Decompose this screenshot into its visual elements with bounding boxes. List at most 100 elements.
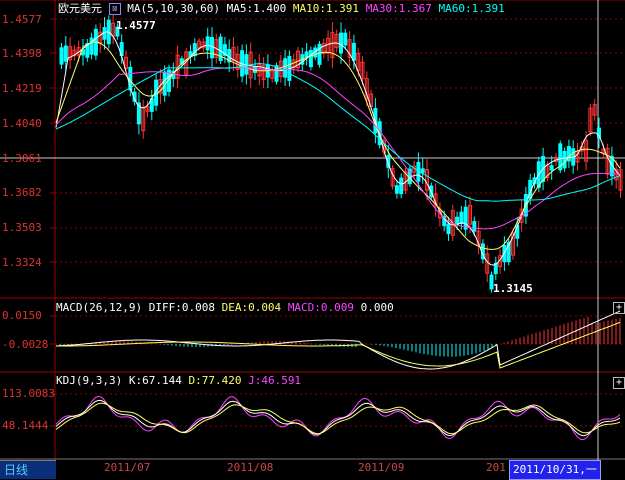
candle-body-62 <box>326 37 331 54</box>
candle-body-123 <box>588 107 593 133</box>
indicator-toggle-icon[interactable]: ⊠ <box>108 3 121 15</box>
kdj-params: KDJ(9,3,3) <box>56 374 123 387</box>
candle-body-34 <box>205 36 210 51</box>
date-label-aug: 2011/08 <box>227 461 274 474</box>
candle-body-78 <box>394 185 399 194</box>
candle-body-52 <box>283 58 288 78</box>
candle-body-36 <box>214 39 219 59</box>
candle-body-68 <box>351 42 356 61</box>
price-label-6: 1.3503 <box>2 221 42 234</box>
ma10-line <box>55 41 621 250</box>
candle-body-117 <box>562 150 567 169</box>
candle-body-57 <box>304 51 309 58</box>
macd-diff-line <box>55 310 621 370</box>
kdj-legend: KDJ(9,3,3) K:67.144 D:77.420 J:46.591 <box>56 375 301 387</box>
candle-body-71 <box>364 78 369 100</box>
price-label-5: 1.3682 <box>2 186 42 199</box>
candle-body-92 <box>455 216 460 225</box>
macd-dea-line <box>56 321 621 369</box>
kdj-d-line <box>55 402 621 435</box>
ma60-line <box>55 63 621 202</box>
candle-body-58 <box>308 49 313 68</box>
date-label-sep: 2011/09 <box>358 461 405 474</box>
candle-body-51 <box>278 60 283 77</box>
candle-body-125 <box>597 127 601 139</box>
ma30-value: MA30:1.367 <box>365 2 432 15</box>
candle-body-84 <box>420 168 425 174</box>
candle-body-118 <box>566 146 571 162</box>
ma10-value: MA10:1.391 <box>292 2 360 15</box>
candle-body-90 <box>446 223 451 235</box>
candle-body-114 <box>549 165 554 171</box>
price-label-7: 1.3324 <box>2 256 42 269</box>
ma60-value: MA60:1.391 <box>438 2 505 15</box>
macd-value: MACD:0.009 <box>287 301 355 314</box>
candle-body-85 <box>425 169 429 191</box>
price-label-4: 1.3861 <box>2 152 42 165</box>
kdj-j: J:46.591 <box>248 374 302 387</box>
price-label-2: 1.4219 <box>2 82 42 95</box>
candle-body-55 <box>296 50 300 69</box>
candle-body-104 <box>506 241 511 263</box>
candle-body-76 <box>386 155 391 168</box>
macd-extra: 0.000 <box>360 301 394 314</box>
macd-dea: DEA:0.004 <box>221 301 282 314</box>
macd-expand-icon[interactable]: + <box>613 302 625 314</box>
candle-body-40 <box>231 46 236 62</box>
candle-body-110 <box>532 177 537 185</box>
candle-body-2 <box>68 46 73 61</box>
candle-body-70 <box>360 61 365 80</box>
candle-body-105 <box>511 232 515 256</box>
cursor-date-readout: 2011/10/31,一 <box>509 460 601 480</box>
candle-body-116 <box>558 143 563 171</box>
candle-body-129 <box>614 168 619 181</box>
candle-body-33 <box>201 41 206 49</box>
candle-body-122 <box>584 139 589 162</box>
candle-body-128 <box>609 155 614 177</box>
price-label-0: 1.4577 <box>2 13 42 26</box>
macd-params: MACD(26,12,9) <box>56 301 143 314</box>
ma5-value: MA5:1.400 <box>226 2 287 15</box>
kdj-j-line <box>55 395 621 441</box>
candle-body-93 <box>459 211 464 224</box>
candle-body-96 <box>472 221 477 232</box>
candle-body-95 <box>468 204 472 225</box>
candle-body-38 <box>222 44 227 56</box>
candle-body-64 <box>334 33 339 48</box>
candle-body-6 <box>85 43 90 58</box>
macd-label-1: -0.0028 <box>2 338 49 351</box>
candle-body-15 <box>124 56 128 69</box>
ma30-line <box>55 67 621 230</box>
candle-body-100 <box>489 274 494 290</box>
price-label-1: 1.4398 <box>2 47 42 60</box>
date-label-jul: 2011/07 <box>104 461 151 474</box>
candle-body-47 <box>261 65 266 80</box>
low-annotation: 1.3145 <box>493 282 533 295</box>
candle-body-3 <box>72 49 77 57</box>
ma5-line <box>55 31 621 266</box>
period-tab-daily[interactable]: 日线 <box>0 460 56 479</box>
candle-body-18 <box>136 102 141 125</box>
candle-body-7 <box>89 37 94 55</box>
price-label-3: 1.4040 <box>2 117 42 130</box>
candle-body-49 <box>270 70 275 79</box>
kdj-expand-icon[interactable]: + <box>613 377 625 389</box>
ma-params: MA(5,10,30,60) <box>127 2 220 15</box>
date-label-oct: 201 <box>486 461 506 474</box>
candle-body-61 <box>321 42 326 55</box>
candle-body-37 <box>218 36 223 62</box>
kdj-k-line <box>55 399 621 437</box>
candle-body-67 <box>347 39 352 58</box>
high-annotation: 1.4577 <box>116 19 156 32</box>
candle-body-101 <box>493 262 498 275</box>
candle-body-0 <box>59 47 64 65</box>
candle-body-50 <box>274 65 279 82</box>
candle-body-94 <box>463 206 468 230</box>
candle-body-60 <box>317 43 322 65</box>
kdj-k: K:67.144 <box>128 374 182 387</box>
macd-label-0: 0.0150 <box>2 309 42 322</box>
kdj-label-1: 48.1444 <box>2 419 49 432</box>
symbol-name: 欧元美元 <box>58 2 102 15</box>
candle-body-1 <box>63 45 68 62</box>
